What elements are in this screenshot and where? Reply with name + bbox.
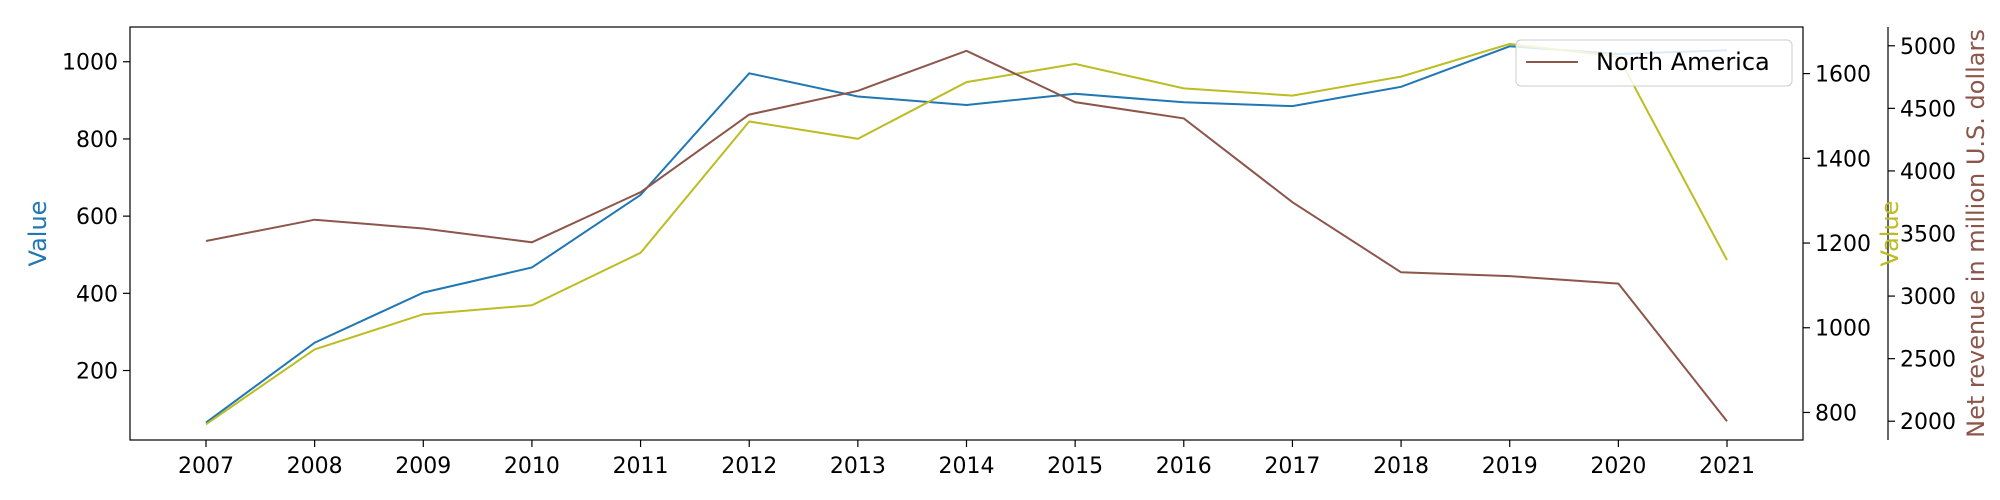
- left-y-tick-label: 600: [76, 205, 118, 230]
- right-y-tick-label-2: 3000: [1900, 285, 1956, 310]
- right-y-tick-label-2: 3500: [1900, 223, 1956, 248]
- x-tick-label: 2016: [1156, 454, 1212, 479]
- x-tick-label: 2010: [504, 454, 560, 479]
- x-tick-label: 2019: [1482, 454, 1538, 479]
- right-y-tick-label-1: 1600: [1815, 63, 1871, 88]
- legend-box: [1515, 39, 1793, 87]
- right-axis-title-2: Net revenue in million U.S. dollars: [1962, 29, 1990, 438]
- x-tick-label: 2014: [939, 454, 995, 479]
- right-y-tick-label-2: 2000: [1900, 410, 1956, 435]
- x-tick-label: 2009: [395, 454, 451, 479]
- x-tick-label: 2015: [1047, 454, 1103, 479]
- right-y-tick-label-1: 1200: [1815, 232, 1871, 257]
- right-axis-title-1: Value: [1876, 201, 1904, 267]
- x-tick-label: 2012: [721, 454, 777, 479]
- x-tick-label: 2008: [287, 454, 343, 479]
- legend-label: North America: [1596, 48, 1770, 76]
- x-tick-label: 2013: [830, 454, 886, 479]
- right-y-tick-label-1: 1000: [1815, 317, 1871, 342]
- right-y-tick-label-2: 5000: [1900, 35, 1956, 60]
- x-tick-label: 2020: [1590, 454, 1646, 479]
- plot-frame: [129, 26, 1804, 441]
- x-tick-label: 2007: [178, 454, 234, 479]
- series-line-1: [205, 45, 1728, 424]
- right-y-tick-label-1: 1400: [1815, 147, 1871, 172]
- x-tick-label: 2021: [1699, 454, 1755, 479]
- left-y-tick-label: 200: [76, 360, 118, 385]
- series-line-3: [205, 49, 1728, 422]
- left-y-tick-label: 800: [76, 128, 118, 153]
- right-y-tick-label-2: 4000: [1900, 160, 1956, 185]
- x-tick-label: 2011: [613, 454, 669, 479]
- left-axis-title: Value: [24, 201, 52, 267]
- right-y-tick-label-2: 2500: [1900, 348, 1956, 373]
- series-line-2: [205, 42, 1728, 426]
- right-y-tick-label-1: 800: [1815, 401, 1857, 426]
- left-y-tick-label: 400: [76, 282, 118, 307]
- x-tick-label: 2018: [1373, 454, 1429, 479]
- x-tick-label: 2017: [1264, 454, 1320, 479]
- left-y-tick-label: 1000: [62, 51, 118, 76]
- right-y-tick-label-2: 4500: [1900, 97, 1956, 122]
